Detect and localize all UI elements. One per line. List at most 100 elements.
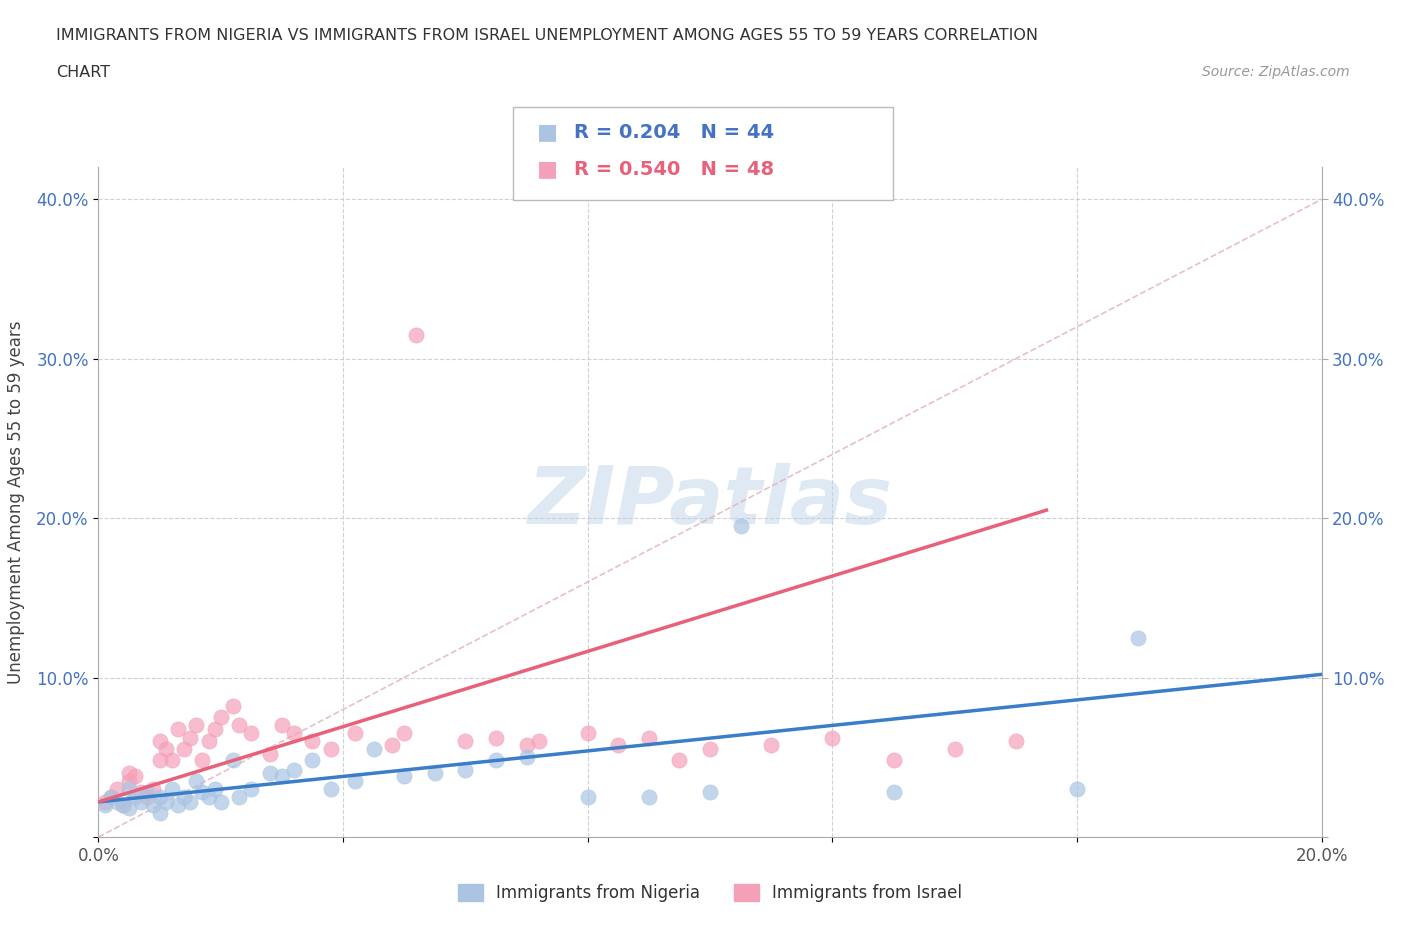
Point bbox=[1004, 734, 1026, 749]
Text: CHART: CHART bbox=[56, 65, 110, 80]
Point bbox=[301, 734, 323, 749]
Point bbox=[124, 769, 146, 784]
Point bbox=[149, 790, 172, 804]
Point bbox=[111, 798, 134, 813]
Point bbox=[173, 742, 195, 757]
Point bbox=[392, 769, 416, 784]
Point bbox=[730, 519, 752, 534]
Point bbox=[129, 785, 152, 800]
Point bbox=[637, 790, 661, 804]
Text: IMMIGRANTS FROM NIGERIA VS IMMIGRANTS FROM ISRAEL UNEMPLOYMENT AMONG AGES 55 TO : IMMIGRANTS FROM NIGERIA VS IMMIGRANTS FR… bbox=[56, 28, 1038, 43]
Point bbox=[118, 765, 141, 780]
Point bbox=[149, 734, 172, 749]
Point bbox=[149, 753, 172, 768]
Point bbox=[259, 747, 281, 762]
Point bbox=[454, 763, 477, 777]
Point bbox=[93, 798, 115, 813]
Text: R = 0.204   N = 44: R = 0.204 N = 44 bbox=[574, 123, 773, 141]
Point bbox=[204, 721, 226, 736]
Point bbox=[516, 737, 538, 752]
Text: Source: ZipAtlas.com: Source: ZipAtlas.com bbox=[1202, 65, 1350, 79]
Point bbox=[1066, 782, 1088, 797]
Point bbox=[186, 774, 208, 789]
Point bbox=[197, 790, 219, 804]
Point bbox=[821, 731, 844, 746]
Point bbox=[454, 734, 477, 749]
Point bbox=[129, 794, 152, 809]
Point bbox=[301, 753, 323, 768]
Point bbox=[197, 734, 219, 749]
Point bbox=[699, 785, 721, 800]
Point bbox=[516, 750, 538, 764]
Point bbox=[186, 718, 208, 733]
Point bbox=[240, 782, 263, 797]
Text: ZIPatlas: ZIPatlas bbox=[527, 463, 893, 541]
Point bbox=[173, 790, 195, 804]
Point bbox=[93, 794, 115, 809]
Point bbox=[136, 785, 159, 800]
Point bbox=[179, 731, 201, 746]
Point bbox=[124, 790, 146, 804]
Point bbox=[155, 794, 177, 809]
Point bbox=[607, 737, 630, 752]
Point bbox=[344, 726, 367, 741]
Point bbox=[270, 718, 292, 733]
Point bbox=[142, 798, 165, 813]
Point bbox=[576, 790, 599, 804]
Point bbox=[222, 698, 245, 713]
Point bbox=[209, 710, 232, 724]
Point bbox=[759, 737, 782, 752]
Point bbox=[191, 785, 214, 800]
Point bbox=[149, 805, 172, 820]
Point bbox=[883, 785, 905, 800]
Point bbox=[319, 782, 342, 797]
Point bbox=[105, 782, 128, 797]
Point bbox=[100, 790, 122, 804]
Point bbox=[191, 753, 214, 768]
Point bbox=[283, 763, 305, 777]
Point bbox=[160, 753, 183, 768]
Legend: Immigrants from Nigeria, Immigrants from Israel: Immigrants from Nigeria, Immigrants from… bbox=[451, 878, 969, 909]
Point bbox=[527, 734, 550, 749]
Point bbox=[319, 742, 342, 757]
Point bbox=[100, 790, 122, 804]
Point bbox=[668, 753, 690, 768]
Point bbox=[105, 794, 128, 809]
Point bbox=[883, 753, 905, 768]
Point bbox=[118, 782, 141, 797]
Point bbox=[485, 753, 508, 768]
Y-axis label: Unemployment Among Ages 55 to 59 years: Unemployment Among Ages 55 to 59 years bbox=[7, 321, 25, 684]
Point bbox=[228, 718, 250, 733]
Point bbox=[637, 731, 661, 746]
Point bbox=[259, 765, 281, 780]
Text: ■: ■ bbox=[537, 159, 558, 179]
Point bbox=[381, 737, 404, 752]
Point bbox=[155, 742, 177, 757]
Point bbox=[167, 721, 190, 736]
Point bbox=[392, 726, 416, 741]
Point bbox=[485, 731, 508, 746]
Point bbox=[111, 798, 134, 813]
Point bbox=[405, 327, 427, 342]
Point bbox=[363, 742, 385, 757]
Point bbox=[240, 726, 263, 741]
Point bbox=[228, 790, 250, 804]
Point bbox=[222, 753, 245, 768]
Point bbox=[142, 782, 165, 797]
Point bbox=[118, 774, 141, 789]
Point bbox=[283, 726, 305, 741]
Point bbox=[699, 742, 721, 757]
Point bbox=[423, 765, 446, 780]
Point bbox=[136, 790, 159, 804]
Text: R = 0.540   N = 48: R = 0.540 N = 48 bbox=[574, 160, 773, 179]
Point bbox=[160, 782, 183, 797]
Point bbox=[179, 794, 201, 809]
Point bbox=[270, 769, 292, 784]
Point bbox=[344, 774, 367, 789]
Point bbox=[118, 801, 141, 816]
Text: ■: ■ bbox=[537, 122, 558, 142]
Point bbox=[204, 782, 226, 797]
Point bbox=[167, 798, 190, 813]
Point bbox=[209, 794, 232, 809]
Point bbox=[576, 726, 599, 741]
